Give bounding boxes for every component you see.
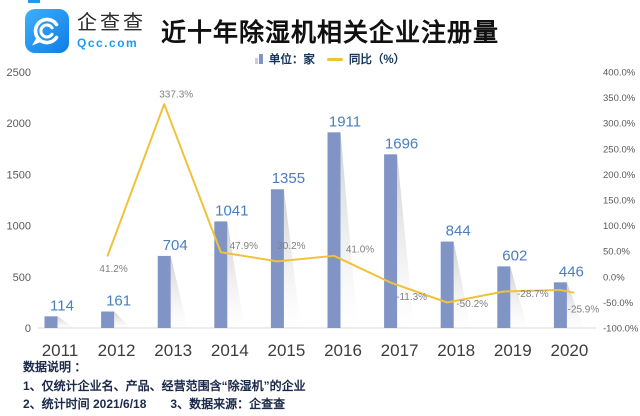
bar-shadow [170, 255, 188, 328]
right-axis-tick: 400.0% [603, 68, 636, 79]
x-axis-label-2017: 2017 [381, 341, 419, 360]
right-axis-tick: 100.0% [603, 221, 636, 232]
right-axis-tick: 200.0% [603, 170, 636, 181]
bar-2018 [440, 241, 454, 328]
line-series-icon [326, 57, 343, 61]
left-axis-tick: 2000 [7, 118, 31, 130]
logo-domain: Qcc.com [77, 36, 139, 50]
qcc-logo-text: 企查查 Qcc.com [77, 12, 146, 50]
bar-shadow [566, 282, 584, 328]
left-axis-tick: 2500 [7, 67, 31, 79]
bar-2011 [44, 316, 58, 328]
bar-2014 [214, 221, 228, 328]
right-axis-tick: -50.0% [603, 298, 634, 309]
bar-value-label: 844 [446, 223, 471, 240]
right-axis-tick: 150.0% [603, 196, 636, 207]
right-axis-tick: -100.0% [603, 324, 639, 335]
x-axis-label-2013: 2013 [154, 341, 192, 360]
qcc-logo: 企查查 Qcc.com [25, 9, 146, 53]
bar-value-label: 1696 [385, 135, 418, 152]
bar-shadow [340, 132, 358, 328]
yoy-point-label: 30.2% [277, 241, 305, 252]
bar-value-label: 161 [106, 293, 131, 310]
data-notes: 数据说明 ： 1、仅统计企业名、产品、经营范围含“除湿机”的企业 2、统计时间 … [23, 358, 306, 414]
bar-shadow [57, 316, 75, 328]
bar-2016 [327, 132, 341, 328]
left-axis-tick: 1500 [7, 169, 31, 181]
bar-value-label: 1911 [329, 113, 361, 130]
yoy-point-label: -50.2% [456, 299, 488, 310]
x-axis-label-2015: 2015 [267, 341, 305, 360]
right-axis-tick: 300.0% [603, 119, 636, 130]
x-axis-label-2012: 2012 [98, 341, 136, 360]
bar-shadow [283, 189, 301, 328]
bar-shadow [397, 154, 415, 328]
yoy-point-label: -28.7% [517, 289, 549, 300]
legend-bar-label: 单位：家 [268, 54, 315, 66]
x-axis-label-2019: 2019 [494, 341, 532, 360]
page-title: 近十年除湿机相关企业注册量 [160, 19, 499, 47]
yoy-point-label: 47.9% [230, 241, 258, 252]
data-notes-line2: 2、统计时间 2021/6/18 3、数据来源：企查查 [23, 397, 286, 411]
bar-series-icon [254, 54, 263, 64]
chart-legend: 单位：家 同比（%） [20, 51, 640, 67]
x-axis-label-2018: 2018 [437, 341, 475, 360]
x-axis-label-2014: 2014 [211, 341, 249, 360]
left-axis-tick: 1000 [7, 221, 31, 233]
right-axis-tick: 50.0% [603, 247, 630, 258]
x-axis-label-2020: 2020 [550, 341, 588, 360]
bar-shadow [114, 311, 132, 328]
bar-2015 [270, 189, 284, 328]
left-axis-tick: 0 [25, 323, 31, 335]
bar-value-label: 1041 [215, 202, 248, 219]
cropped-element-fragment [28, 0, 40, 3]
x-axis-label-2011: 2011 [42, 341, 79, 360]
bar-shadow [510, 266, 528, 328]
bar-2019 [497, 266, 511, 328]
right-axis-tick: 0.0% [603, 272, 625, 283]
right-axis-tick: 250.0% [603, 144, 636, 155]
yoy-point-label: 41.0% [346, 244, 374, 255]
bar-value-label: 1355 [272, 170, 305, 187]
bar-shadow [227, 221, 245, 328]
logo-name: 企查查 [77, 12, 146, 34]
left-axis-tick: 500 [13, 272, 31, 284]
yoy-point-label: 41.2% [99, 264, 127, 275]
bar-value-label: 114 [50, 297, 74, 314]
bar-value-label: 602 [502, 247, 527, 264]
yoy-point-label: 337.3% [159, 90, 193, 101]
data-notes-heading: 数据说明 ： [23, 360, 87, 374]
right-axis-tick: 350.0% [603, 93, 636, 104]
yoy-point-label: -25.9% [568, 305, 600, 316]
yoy-line [106, 103, 575, 304]
bar-value-label: 446 [559, 263, 584, 280]
x-axis-label-2016: 2016 [324, 341, 362, 360]
yoy-point-label: -11.3% [396, 292, 427, 303]
bar-2012 [101, 311, 115, 328]
bar-2013 [157, 255, 171, 328]
bar-shadow [453, 241, 471, 328]
qcc-logo-icon [25, 9, 69, 53]
bar-2020 [553, 282, 567, 328]
data-notes-line1: 1、仅统计企业名、产品、经营范围含“除湿机”的企业 [23, 378, 306, 393]
bar-value-label: 704 [163, 237, 188, 254]
legend-line-label: 同比（%） [348, 54, 406, 66]
